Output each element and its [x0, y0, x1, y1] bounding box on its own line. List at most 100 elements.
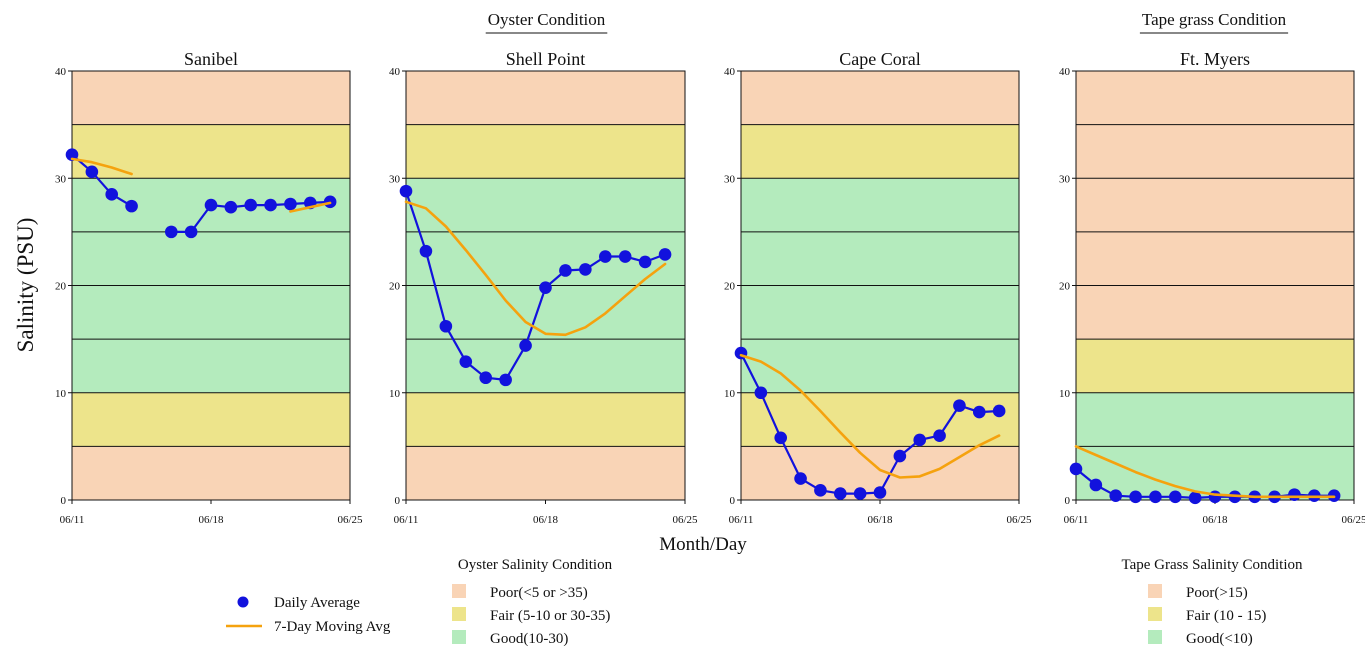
daily-average-point	[65, 148, 79, 161]
y-tick-label: 0	[730, 495, 736, 507]
daily-average-point	[1069, 462, 1083, 476]
moving-avg-line	[1074, 445, 1336, 499]
daily-average-point	[105, 188, 119, 201]
band-poor	[1076, 71, 1354, 340]
y-tick-label: 10	[55, 388, 67, 400]
y-tick-label: 20	[724, 281, 736, 293]
legend-tapegrass-label: Fair (10 - 15)	[1186, 608, 1266, 624]
daily-average-point	[814, 484, 827, 497]
daily-average-point	[658, 248, 672, 261]
x-tick-label: 06/25	[337, 514, 363, 526]
daily-average-point	[224, 200, 238, 214]
x-tick-label: 06/18	[198, 514, 224, 526]
daily-average-point	[618, 250, 632, 263]
legend-swatch-poor	[1148, 584, 1162, 598]
band-fair	[406, 124, 685, 179]
y-tick-label: 30	[55, 173, 67, 185]
band-fair	[72, 124, 350, 179]
legend-swatch-fair	[452, 607, 466, 621]
y-tick-label: 30	[724, 173, 736, 185]
panel-ft-myers: 0 10 20 30 40 06/11 06/18 06/25 Ft. Myers	[1059, 49, 1365, 526]
daily-average-point	[85, 165, 99, 179]
daily-average-point	[913, 433, 927, 447]
x-tick-label: 06/11	[1064, 514, 1089, 526]
daily-average-point	[873, 486, 887, 499]
daily-average-point	[539, 281, 552, 294]
legend-series-label: Daily Average	[274, 595, 360, 611]
daily-average-point	[479, 371, 493, 385]
y-tick-label: 10	[389, 388, 401, 400]
legend-swatch-fair	[1148, 607, 1162, 621]
x-tick-label: 06/18	[867, 514, 893, 526]
daily-average-point	[125, 199, 138, 213]
daily-average-line	[71, 153, 133, 208]
y-tick-label: 40	[389, 66, 401, 78]
daily-average-point	[579, 263, 592, 276]
y-tick-label: 10	[1059, 388, 1071, 400]
daily-average-point	[439, 319, 453, 333]
legend-tapegrass-label: Poor(>15)	[1186, 585, 1248, 601]
x-tick-label: 06/18	[1202, 514, 1228, 526]
daily-average-point	[1109, 489, 1123, 503]
daily-average-point	[559, 264, 572, 277]
panel-cape-coral: 0 10 20 30 40 06/11 06/18 06/25 Cape Coral	[724, 49, 1032, 526]
daily-average-point	[1188, 491, 1202, 505]
daily-average-point	[833, 487, 847, 500]
band-poor	[406, 71, 685, 125]
panels-layer: 0 10 20 30 40 06/11 06/18 06/25 Sanibel 0 10 20 30 40…	[55, 49, 1365, 526]
legend-daily-marker	[237, 596, 249, 608]
y-tick-label: 0	[395, 495, 401, 507]
daily-average-point	[204, 198, 218, 212]
x-tick-label: 06/25	[672, 514, 698, 526]
daily-average-point	[244, 198, 258, 212]
legend-oyster-label: Poor(<5 or >35)	[490, 585, 588, 601]
x-tick-label: 06/18	[533, 514, 559, 526]
daily-average-point	[953, 399, 966, 412]
y-tick-label: 20	[55, 281, 67, 293]
legend-series-label: 7-Day Moving Avg	[274, 619, 391, 635]
daily-average-point	[754, 386, 768, 400]
daily-average-point	[992, 404, 1006, 418]
daily-average-point	[1168, 490, 1182, 504]
daily-average-point	[1089, 478, 1103, 492]
panel-sanibel: 0 10 20 30 40 06/11 06/18 06/25 Sanibel	[55, 49, 363, 526]
band-poor	[406, 446, 685, 500]
x-tick-label: 06/11	[394, 514, 419, 526]
band-poor	[72, 71, 350, 125]
legend-swatch-good	[452, 630, 466, 644]
legend-layer: Daily Average 7-Day Moving Avg Oyster Sali…	[226, 557, 1303, 647]
daily-average-point	[264, 198, 277, 212]
y-tick-label: 40	[55, 66, 67, 78]
x-tick-label: 06/25	[1006, 514, 1032, 526]
daily-average-point	[1288, 488, 1301, 501]
y-tick-label: 20	[389, 281, 401, 293]
legend-oyster-title: Oyster Salinity Condition	[458, 557, 613, 573]
panel-title: Sanibel	[184, 49, 238, 69]
y-tick-label: 30	[389, 173, 401, 185]
group-title: Tape grass Condition	[1142, 10, 1287, 29]
panel-shell-point: 0 10 20 30 40 06/11 06/18 06/25 Shell Point	[389, 49, 698, 526]
y-tick-label: 40	[1059, 66, 1071, 78]
x-tick-label: 06/11	[729, 514, 754, 526]
daily-average-point	[794, 472, 807, 485]
y-tick-label: 20	[1059, 281, 1071, 293]
daily-average-point	[419, 244, 433, 258]
band-poor	[741, 71, 1019, 125]
daily-average-point	[972, 405, 986, 419]
panel-title: Shell Point	[506, 49, 586, 69]
y-tick-label: 30	[1059, 173, 1071, 185]
band-fair	[741, 392, 1019, 447]
y-axis-title: Salinity (PSU)	[13, 218, 38, 353]
moving-avg-line	[739, 353, 1001, 479]
legend-tapegrass-label: Good(<10)	[1186, 631, 1253, 647]
moving-avg-line	[404, 200, 667, 337]
band-poor	[72, 446, 350, 500]
daily-average-point	[853, 487, 867, 500]
daily-average-point	[638, 255, 652, 269]
band-fair	[406, 392, 685, 447]
moving-avg-line	[289, 201, 332, 213]
legend-swatch-poor	[452, 584, 466, 598]
x-axis-title: Month/Day	[659, 534, 747, 555]
legend-oyster-label: Good(10-30)	[490, 631, 568, 647]
